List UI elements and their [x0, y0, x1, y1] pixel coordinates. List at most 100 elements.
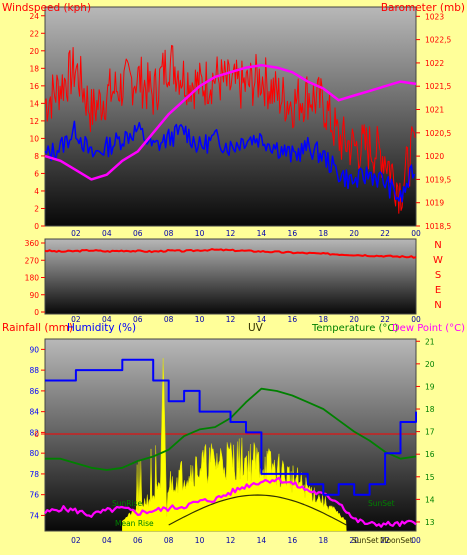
baro-y-tick-label: 1023	[425, 12, 444, 21]
wind-x-tick-label: 12	[226, 229, 236, 238]
sun-moon-annotation: SunSet	[368, 499, 395, 508]
direction-x-tick-label: 06	[133, 315, 143, 324]
temp-y-tick-label: 19	[425, 382, 435, 391]
baro-y-tick-label: 1020,5	[425, 129, 451, 138]
temp-y-tick-label: 13	[425, 518, 435, 527]
temp-x-tick-label: 00	[411, 536, 421, 545]
uv-line	[168, 494, 347, 526]
temp-x-tick-label: 20	[349, 536, 359, 545]
dewpoint-line	[44, 476, 417, 528]
humidity-y-tick-label: 84	[29, 408, 39, 417]
humidity-axis-title: Humidity (%)	[67, 322, 136, 334]
humidity-y-tick-label: 78	[29, 470, 39, 479]
wind-y-tick-label: 0	[34, 222, 39, 231]
temp-y-tick-label: 16	[425, 450, 435, 459]
direction-y-tick-label: 90	[29, 291, 39, 300]
direction-compass-label: W	[433, 255, 443, 266]
humidity-y-tick-label: 74	[29, 511, 39, 520]
sun-moon-annotation: MoonSet	[380, 536, 413, 545]
solar-radiation-area	[122, 358, 347, 532]
temp-x-tick-label: 10	[195, 536, 205, 545]
wind-y-tick-label: 12	[29, 117, 39, 126]
wind-x-tick-label: 14	[257, 229, 267, 238]
baro-y-tick-label: 1019	[425, 199, 444, 208]
direction-x-tick-label: 00	[411, 315, 421, 324]
direction-compass-label: E	[435, 285, 441, 296]
baro-y-tick-label: 1021,5	[425, 82, 451, 91]
wind-baro-plot-area	[44, 6, 417, 227]
temp-y-tick-label: 14	[425, 495, 435, 504]
wind-y-tick-label: 4	[34, 187, 39, 196]
direction-compass-label: S	[435, 270, 441, 281]
temp-x-tick-label: 14	[257, 536, 267, 545]
direction-y-tick-label: 0	[34, 308, 39, 317]
temp-y-tick-label: 20	[425, 360, 435, 369]
humidity-y-tick-label: 76	[29, 491, 39, 500]
wind-y-tick-label: 22	[29, 29, 39, 38]
humidity-y-tick-label: 88	[29, 366, 39, 375]
temp-x-tick-label: 12	[226, 536, 236, 545]
temp-x-tick-label: 22	[380, 536, 390, 545]
baro-axis-title: Barometer (mb)	[381, 2, 465, 14]
wind-y-tick-label: 20	[29, 47, 39, 56]
wind-x-tick-label: 22	[380, 229, 390, 238]
temp-y-tick-label: 21	[425, 337, 435, 346]
humidity-y-tick-label: 82	[29, 428, 39, 437]
humidity-y-tick-label: 80	[29, 449, 39, 458]
baro-y-tick-label: 1018,5	[425, 222, 451, 231]
direction-x-tick-label: 14	[257, 315, 267, 324]
wind-y-tick-label: 18	[29, 64, 39, 73]
wind-y-tick-label: 2	[34, 204, 39, 213]
wind-gust-line	[44, 45, 416, 214]
sun-moon-annotation: SunSet	[352, 536, 379, 545]
direction-x-tick-label: 16	[288, 315, 298, 324]
direction-y-tick-label: 180	[25, 274, 40, 283]
wind-y-tick-label: 14	[29, 99, 39, 108]
humidity-y-tick-label: 90	[29, 345, 39, 354]
direction-x-tick-label: 08	[164, 315, 174, 324]
direction-x-tick-label: 22	[380, 315, 390, 324]
uv-axis-title: UV	[248, 322, 264, 334]
baro-y-tick-label: 1019,5	[425, 175, 451, 184]
temp-x-tick-label: 16	[288, 536, 298, 545]
wind-y-tick-label: 8	[34, 152, 39, 161]
humidity-line	[45, 358, 417, 496]
temp-y-tick-label: 18	[425, 405, 435, 414]
direction-compass-label: N	[434, 300, 441, 311]
direction-x-tick-label: 02	[71, 315, 81, 324]
direction-x-tick-label: 20	[349, 315, 359, 324]
wind-x-tick-label: 02	[71, 229, 81, 238]
direction-x-tick-label: 18	[318, 315, 328, 324]
baro-y-tick-label: 1021	[425, 106, 444, 115]
temp-x-tick-label: 06	[133, 536, 143, 545]
wind-axis-title: Windspeed (kph)	[2, 2, 91, 14]
wind-y-tick-label: 10	[29, 134, 39, 143]
wind-x-tick-label: 04	[102, 229, 112, 238]
temp-y-tick-label: 15	[425, 473, 435, 482]
sun-moon-annotation: Mean Rise	[115, 519, 154, 528]
barometer-line	[44, 63, 417, 181]
wind-x-tick-label: 06	[133, 229, 143, 238]
temp-x-tick-label: 04	[102, 536, 112, 545]
temp-x-tick-label: 08	[164, 536, 174, 545]
wind-direction-line	[44, 248, 417, 259]
direction-x-tick-label: 10	[195, 315, 205, 324]
direction-y-tick-label: 360	[25, 239, 40, 248]
temp-x-tick-label: 18	[318, 536, 328, 545]
baro-y-tick-label: 1022,5	[425, 36, 451, 45]
rainfall-axis-title: Rainfall (mm)	[2, 322, 73, 334]
wind-average-line	[44, 120, 416, 203]
baro-y-tick-label: 1020	[425, 152, 444, 161]
wind-x-tick-label: 08	[164, 229, 174, 238]
direction-compass-label: N	[434, 240, 441, 251]
baro-y-tick-label: 1022	[425, 59, 444, 68]
wind-y-tick-label: 24	[29, 12, 39, 21]
wind-x-tick-label: 00	[411, 229, 421, 238]
dewpoint-axis-title: Dew Point (°C)	[392, 323, 465, 334]
temp-x-tick-label: 02	[71, 536, 81, 545]
wind-x-tick-label: 20	[349, 229, 359, 238]
wind-y-tick-label: 16	[29, 82, 39, 91]
humidity-y-tick-label: 86	[29, 387, 39, 396]
wind-y-tick-label: 6	[34, 169, 39, 178]
